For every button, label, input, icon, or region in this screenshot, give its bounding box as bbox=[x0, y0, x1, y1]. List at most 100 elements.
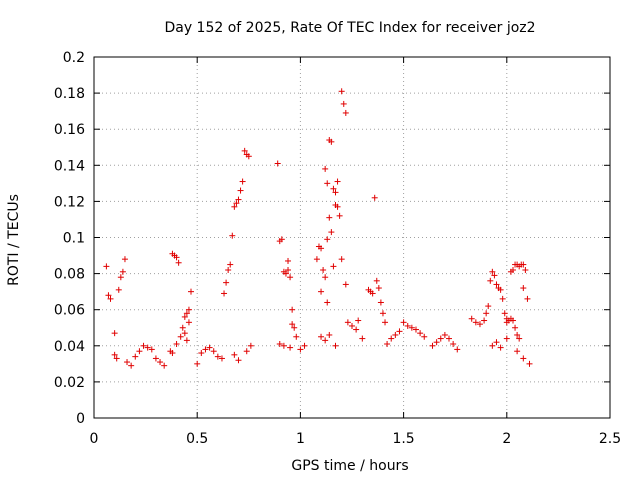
data-point bbox=[324, 299, 331, 306]
y-tick-label: 0.08 bbox=[54, 267, 85, 283]
data-point bbox=[289, 321, 296, 328]
plot-frame bbox=[93, 56, 611, 419]
data-point bbox=[512, 324, 519, 331]
points-layer bbox=[103, 88, 533, 369]
data-point bbox=[177, 333, 184, 340]
data-point bbox=[194, 360, 201, 367]
data-point bbox=[140, 342, 147, 349]
data-point bbox=[332, 189, 339, 196]
data-point bbox=[188, 288, 195, 295]
y-tick-label: 0.14 bbox=[54, 158, 85, 174]
data-point bbox=[181, 330, 188, 337]
data-point bbox=[225, 266, 232, 273]
data-point bbox=[148, 346, 155, 353]
data-point bbox=[421, 333, 428, 340]
data-point bbox=[336, 212, 343, 219]
data-point bbox=[481, 317, 488, 324]
data-point bbox=[332, 342, 339, 349]
data-point bbox=[157, 359, 164, 366]
data-point bbox=[454, 346, 461, 353]
data-point bbox=[342, 281, 349, 288]
y-tick-label: 0.1 bbox=[63, 231, 85, 247]
data-point bbox=[483, 310, 490, 317]
data-point bbox=[241, 147, 248, 154]
data-point bbox=[373, 277, 380, 284]
ticks-layer: 0 0.5 1 1.5 2 2.5 0 0.02 0.04 0.06 0.08 0.1 0.12 0.14… bbox=[54, 50, 621, 447]
data-point bbox=[117, 274, 124, 281]
data-point bbox=[520, 355, 527, 362]
grid-layer bbox=[94, 57, 610, 418]
data-point bbox=[297, 346, 304, 353]
y-tick-label: 0.02 bbox=[54, 375, 85, 391]
data-point bbox=[330, 185, 337, 192]
x-tick-label: 2.5 bbox=[599, 431, 621, 447]
data-point bbox=[237, 187, 244, 194]
data-point bbox=[338, 88, 345, 95]
data-point bbox=[161, 362, 168, 369]
data-point bbox=[280, 342, 287, 349]
data-point bbox=[132, 353, 139, 360]
data-point bbox=[144, 344, 151, 351]
y-axis-label: ROTI / TECUs bbox=[6, 194, 22, 286]
data-point bbox=[206, 344, 213, 351]
data-point bbox=[520, 285, 527, 292]
data-point bbox=[231, 203, 238, 210]
data-point bbox=[408, 324, 415, 331]
data-point bbox=[328, 229, 335, 236]
data-point bbox=[487, 277, 494, 284]
x-tick-label: 0 bbox=[90, 431, 99, 447]
data-point bbox=[313, 256, 320, 263]
data-point bbox=[491, 272, 498, 279]
data-point bbox=[514, 348, 521, 355]
data-point bbox=[185, 306, 192, 313]
data-point bbox=[239, 178, 246, 185]
data-point bbox=[353, 326, 360, 333]
data-point bbox=[324, 180, 331, 187]
data-point bbox=[328, 138, 335, 145]
data-point bbox=[274, 160, 281, 167]
data-point bbox=[247, 342, 254, 349]
data-point bbox=[198, 350, 205, 357]
data-point bbox=[392, 331, 399, 338]
data-point bbox=[169, 350, 176, 357]
data-point bbox=[229, 232, 236, 239]
data-point bbox=[499, 295, 506, 302]
data-point bbox=[320, 266, 327, 273]
data-point bbox=[278, 236, 285, 243]
data-point bbox=[214, 353, 221, 360]
data-point bbox=[322, 337, 329, 344]
data-point bbox=[371, 194, 378, 201]
data-point bbox=[202, 346, 209, 353]
data-point bbox=[322, 165, 329, 172]
data-point bbox=[233, 200, 240, 207]
data-point bbox=[136, 348, 143, 355]
data-point bbox=[121, 256, 128, 263]
data-point bbox=[450, 340, 457, 347]
x-tick-label: 1.5 bbox=[392, 431, 414, 447]
data-point bbox=[340, 100, 347, 107]
data-point bbox=[326, 214, 333, 221]
data-point bbox=[377, 299, 384, 306]
y-tick-label: 0.06 bbox=[54, 303, 85, 319]
data-point bbox=[382, 319, 389, 326]
data-point bbox=[396, 328, 403, 335]
data-point bbox=[179, 324, 186, 331]
data-point bbox=[276, 340, 283, 347]
data-point bbox=[210, 348, 217, 355]
data-point bbox=[124, 359, 131, 366]
data-point bbox=[218, 355, 225, 362]
data-point bbox=[175, 259, 182, 266]
x-tick-label: 1 bbox=[296, 431, 305, 447]
data-point bbox=[355, 317, 362, 324]
data-point bbox=[173, 340, 180, 347]
data-point bbox=[417, 330, 424, 337]
data-point bbox=[282, 270, 289, 277]
data-point bbox=[468, 315, 475, 322]
data-point bbox=[516, 335, 523, 342]
data-point bbox=[338, 256, 345, 263]
data-point bbox=[285, 257, 292, 264]
data-point bbox=[105, 292, 112, 299]
data-point bbox=[446, 335, 453, 342]
data-point bbox=[489, 268, 496, 275]
data-point bbox=[472, 319, 479, 326]
